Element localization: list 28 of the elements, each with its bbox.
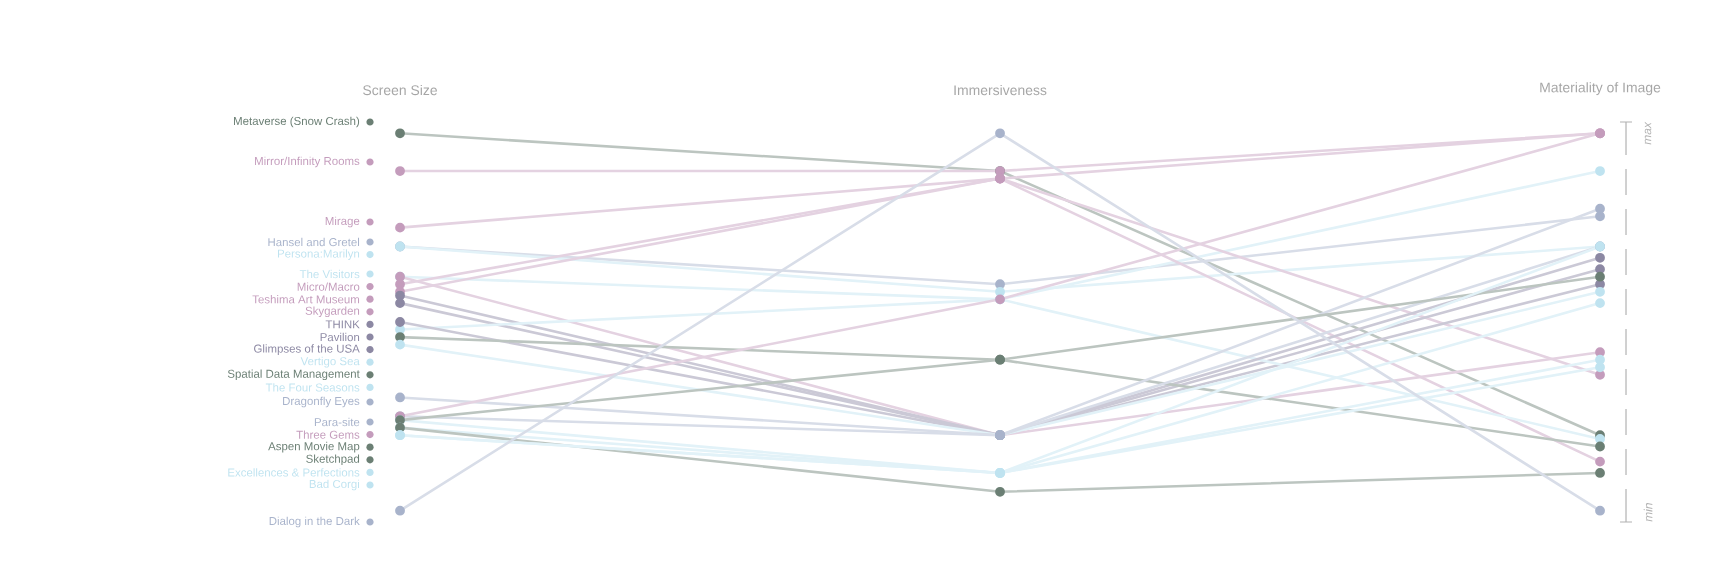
legend-label: Spatial Data Management — [227, 369, 360, 381]
legend-label: Vertigo Sea — [300, 356, 360, 368]
annotation: max — [1644, 121, 1652, 145]
legend-label: Persona:Marilyn — [277, 249, 360, 260]
x-tick-label: Immersiveness — [954, 84, 1047, 96]
legend-label: Teshima Art Museum — [252, 294, 360, 304]
legend-label: Bad Corgi — [309, 479, 360, 491]
legend-label: THINK — [325, 320, 360, 329]
legend-label: Excellences & Perfections — [228, 468, 360, 477]
annotation: min — [1643, 503, 1653, 522]
legend-label: Glimpses of the USA — [254, 344, 360, 355]
legend-label: The Four Seasons — [265, 383, 360, 392]
legend-label: Pavilion — [320, 332, 360, 342]
legend-label: Aspen Movie Map — [268, 441, 360, 453]
legend-label: Mirror/Infinity Rooms — [255, 156, 360, 168]
legend-label: Hansel and Gretel — [268, 237, 360, 247]
legend-label: Dialog in the Dark — [269, 516, 360, 528]
legend-label: The Visitors — [299, 269, 360, 279]
legend-label: Metaverse (Snow Crash) — [234, 116, 360, 128]
x-tick-label: Materiality of Image — [1540, 82, 1661, 96]
legend-label: Mirage — [325, 216, 360, 228]
legend-label: Para-site — [314, 417, 360, 427]
legend-label: Sketchpad — [306, 454, 360, 466]
legend-label: Dragonfly Eyes — [283, 396, 360, 408]
legend-label: Skygarden — [305, 306, 360, 318]
x-tick-label: Screen Size — [363, 84, 437, 96]
legend-label: Micro/Macro — [297, 282, 360, 291]
legend-label: Three Gems — [296, 430, 360, 439]
